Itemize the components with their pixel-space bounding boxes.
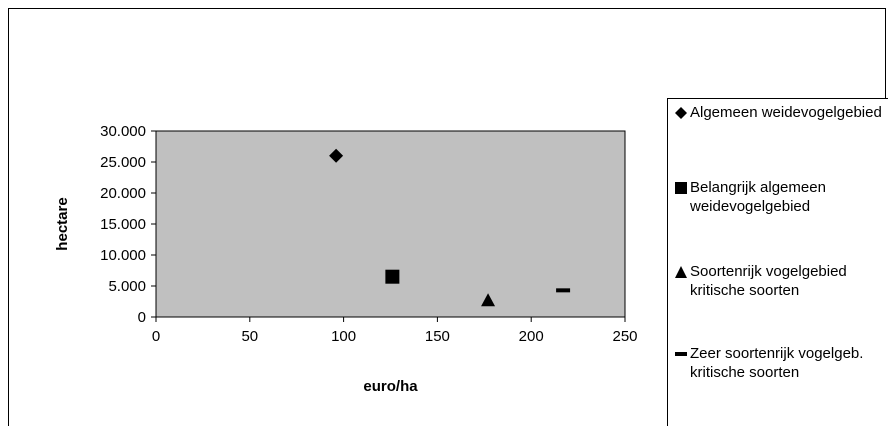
y-tick-label: 30.000 [100, 123, 146, 140]
x-tick-label: 100 [331, 328, 356, 345]
x-tick-label: 0 [152, 328, 160, 345]
legend-label: Soortenrijk vogelgebied kritische soorte… [690, 263, 847, 299]
legend-label: Algemeen weidevogelgebied [690, 104, 882, 121]
plot-area [155, 130, 626, 318]
legend: Algemeen weidevogelgebied Belangrijk alg… [667, 98, 888, 426]
x-tick-label: 250 [612, 328, 637, 345]
data-point-diamond [329, 148, 344, 163]
y-tick-label: 10.000 [100, 247, 146, 264]
x-axis-title: euro/ha [363, 378, 418, 395]
triangle-marker-icon [675, 266, 687, 278]
y-tick-label: 0 [138, 309, 146, 326]
y-tick-label: 25.000 [100, 154, 146, 171]
y-tick-label: 5.000 [108, 278, 146, 295]
data-point-square [385, 269, 400, 284]
legend-label: Belangrijk algemeen weidevogelgebied [690, 179, 826, 215]
x-tick-label: 150 [425, 328, 450, 345]
y-axis-title: hectare [54, 197, 71, 250]
square-marker-icon [675, 182, 687, 194]
y-tick-label: 20.000 [100, 185, 146, 202]
x-tick-label: 200 [519, 328, 544, 345]
x-tick-label: 50 [241, 328, 258, 345]
data-point-triangle [481, 293, 496, 307]
legend-label: Zeer soortenrijk vogelgeb. kritische soo… [690, 345, 864, 381]
dash-marker-icon [675, 352, 687, 356]
data-point-dash [556, 288, 571, 293]
y-tick-label: 15.000 [100, 216, 146, 233]
diamond-marker-icon [675, 107, 687, 119]
